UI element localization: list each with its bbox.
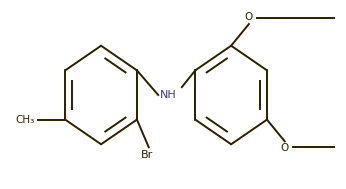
Text: Br: Br	[140, 150, 153, 160]
Text: NH: NH	[160, 90, 176, 100]
Text: O: O	[245, 12, 253, 22]
Text: CH₃: CH₃	[16, 115, 35, 125]
Text: O: O	[281, 143, 289, 153]
